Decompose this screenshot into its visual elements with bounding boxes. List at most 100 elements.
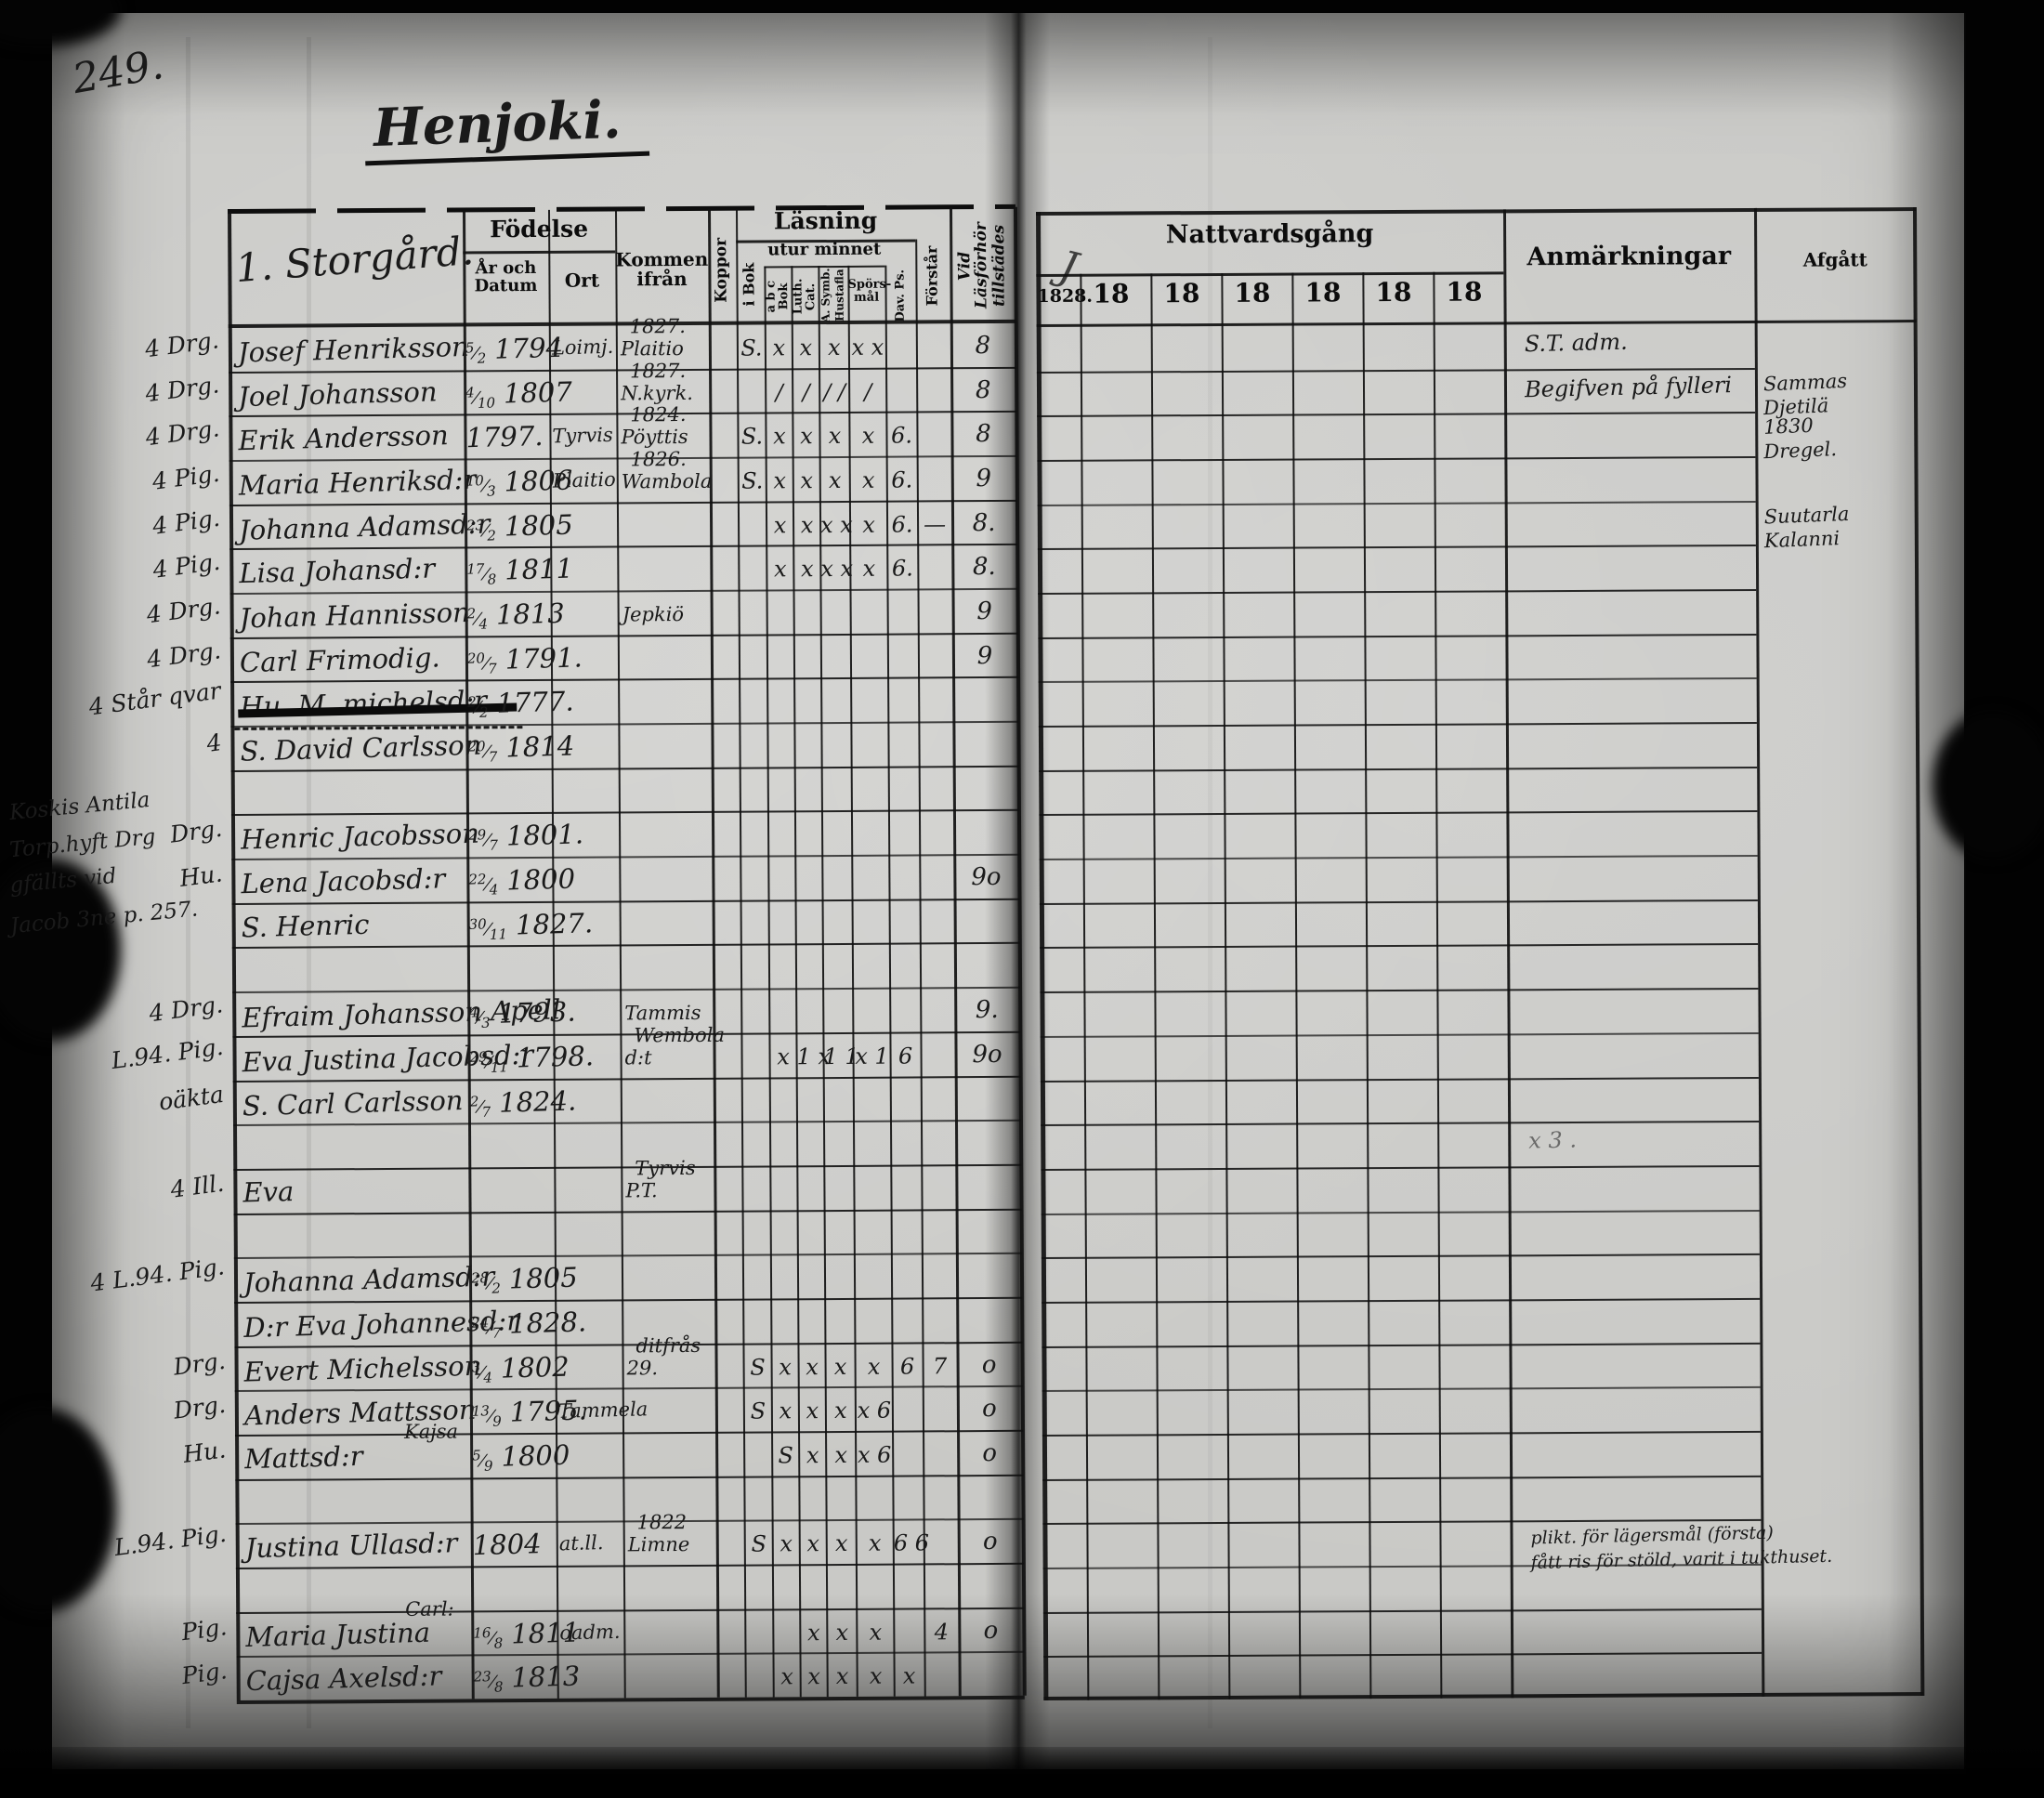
tillstades-number: 9o [971, 863, 1002, 892]
photo-obstruction [0, 860, 121, 1041]
person-name: Maria Justina [244, 1616, 431, 1653]
grid-line [1042, 1519, 1762, 1526]
row-prefix: 4 Drg. [145, 592, 223, 629]
birth-place: oadm. [559, 1620, 621, 1645]
grid-line [230, 809, 1019, 817]
grid-line [230, 765, 1019, 772]
lasning-mark: 6. [891, 511, 913, 538]
birth-date: 22⁄4 1800 [468, 862, 576, 899]
lasning-mark: / [802, 378, 810, 405]
ink-flourish: J [1055, 242, 1082, 293]
afgatt-note: Dregel. [1762, 438, 1838, 464]
kommen-line1: 1827. [629, 359, 687, 383]
row-prefix: 4 Drg. [143, 326, 221, 363]
col-header-utur-minnet: utur minnet [767, 239, 882, 260]
col-header-fodelse: Födelse [490, 215, 589, 243]
person-name: Joel Johansson [237, 375, 438, 413]
grid-line [228, 319, 1016, 328]
kommen-line2: Wambola [621, 469, 713, 493]
person-name: S. David Carlsson [240, 728, 482, 768]
person-name: Josef Henriksson [237, 330, 470, 369]
lasning-mark: x [835, 1619, 849, 1646]
lasning-mark: S [750, 1398, 766, 1424]
name-superscript: Carl: [405, 1597, 454, 1621]
lasning-mark: x [800, 556, 814, 583]
lasning-mark: 6 6 [893, 1529, 930, 1556]
lasning-mark: x x [851, 334, 884, 361]
tillstades-number: o [983, 1616, 999, 1645]
lasning-mark: 6 [899, 1353, 915, 1380]
lasning-mark: x [828, 423, 842, 450]
grid-line [233, 1163, 1022, 1171]
lasning-mark: x [806, 1530, 820, 1557]
grid-line [1041, 1164, 1760, 1171]
grid-line [231, 898, 1020, 905]
row-prefix: L.94. Pig. [112, 1520, 229, 1562]
lasning-mark: x 6 [857, 1397, 892, 1424]
birth-place: Plaitio [552, 467, 616, 492]
grid-line [1042, 1297, 1761, 1304]
lasning-mark: x [772, 335, 786, 361]
lasning-mark: x x [819, 511, 853, 538]
grid-line [1221, 272, 1231, 1700]
row-prefix: Hu. [181, 1436, 228, 1468]
row-prefix: 4 Drg. [147, 991, 225, 1028]
col-header-forstar: Förstår [923, 245, 941, 307]
person-name: S. Carl Carlsson [242, 1083, 464, 1122]
lasning-mark: x [806, 1619, 820, 1646]
grid-line [229, 632, 1018, 639]
grid-line [1042, 1430, 1761, 1437]
row-prefix: 4 L.94. Pig. [88, 1253, 227, 1297]
forstar-mark: — [923, 510, 947, 538]
person-name: Cajsa Axelsd:r [245, 1660, 442, 1698]
left-table: 1. Storgård. Födelse År och Datum Ort Ko… [227, 203, 1027, 1704]
col-header-vid-lasforhor-tillstades: Vid Läsförhör tillstädes [955, 222, 1010, 309]
grid-line [1043, 1652, 1762, 1659]
lasning-mark: S. [740, 335, 763, 361]
grid-line [234, 1296, 1023, 1304]
grid-line [232, 1030, 1021, 1038]
afgatt-note: Sammas [1762, 369, 1848, 396]
grid-line [231, 853, 1020, 861]
photo-border-top [0, 0, 2044, 13]
lasning-mark: x [828, 334, 841, 361]
tillstades-number: 8 [975, 375, 991, 404]
row-prefix: Pig. [179, 1612, 229, 1646]
grid-line [1041, 1121, 1760, 1127]
grid-line [1042, 1608, 1762, 1614]
grid-line [235, 1474, 1024, 1481]
tillstades-number: 8. [972, 553, 996, 582]
grid-line [229, 587, 1018, 596]
lasning-mark: / [775, 379, 783, 406]
birth-date: 4⁄10 1807 [465, 375, 573, 412]
col-header-anmarkningar: Anmärkningar [1526, 242, 1732, 272]
person-name: Henric Jacobsson [240, 818, 480, 857]
lasning-mark: 6. [891, 555, 913, 583]
anmarkning-note: S.T. adm. [1524, 328, 1629, 358]
birth-date: 2⁄7 1824. [469, 1084, 577, 1121]
person-name: Maria Henriksd:r [238, 463, 477, 502]
lasning-mark: x [869, 1619, 883, 1646]
tillstades-number: 8. [972, 508, 996, 537]
person-name: Johan Hannisson [239, 596, 471, 635]
grid-line [1042, 1342, 1761, 1348]
kommen-line1: 1822 [636, 1511, 688, 1534]
lasning-mark: x [779, 1353, 792, 1380]
grid-line [1037, 412, 1756, 418]
lasning-mark: x [806, 1353, 819, 1380]
kommen-line2: Plaitio [620, 337, 684, 361]
afgatt-note: Suutarla [1763, 502, 1850, 529]
person-name: Carl Frimodig. [239, 641, 441, 678]
grid-line [1291, 272, 1302, 1700]
grid-line [232, 1119, 1021, 1127]
year-label: 1828. [1037, 285, 1094, 307]
tillstades-number: o [981, 1350, 997, 1379]
birth-date: 1797. [465, 420, 544, 454]
kommen-line2: 29. [626, 1356, 659, 1379]
lasning-mark: 6. [891, 466, 913, 493]
birth-date: 2⁄2 1777. [466, 685, 574, 722]
row-prefix: 4 Pig. [151, 459, 222, 495]
kommen-line1: 1824. [630, 403, 687, 427]
grid-line [1040, 1076, 1759, 1083]
grid-line [463, 250, 616, 255]
